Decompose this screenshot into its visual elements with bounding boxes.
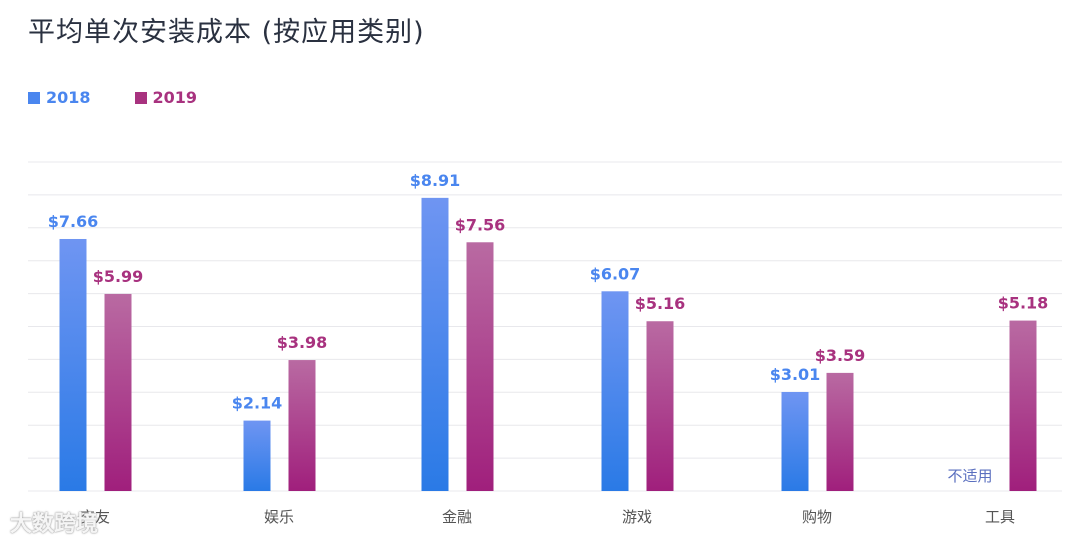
value-label-2018-3: $6.07	[590, 264, 641, 283]
bar-2019-1	[288, 360, 316, 491]
bar-2019-5	[1009, 320, 1037, 491]
legend-label-2018: 2018	[46, 88, 91, 107]
value-label-2019-5: $5.18	[998, 294, 1049, 313]
bar-2018-2	[421, 197, 449, 491]
x-tick-labels: 交友 娱乐 金融 游戏 购物 工具	[80, 508, 1015, 526]
watermark: 大数跨境	[10, 512, 99, 537]
legend: 2018 2019	[28, 88, 197, 107]
x-tick-label-5: 工具	[985, 508, 1015, 526]
legend-swatch-2019	[134, 91, 147, 104]
legend-item-2018: 2018	[28, 88, 91, 107]
bar-2019-0	[104, 293, 132, 491]
chart-title: 平均单次安装成本 (按应用类别)	[28, 17, 425, 48]
value-label-2018-2: $8.91	[410, 171, 461, 190]
grid-lines	[28, 161, 1062, 492]
legend-label-2019: 2019	[152, 88, 198, 107]
bar-2019-3	[646, 321, 674, 491]
bar-2018-4	[781, 391, 809, 491]
bar-2019-4	[826, 372, 854, 491]
value-label-2018-1: $2.14	[232, 394, 283, 413]
x-tick-label-1: 娱乐	[264, 508, 294, 526]
value-label-2018-4: $3.01	[770, 365, 821, 384]
bar-2018-3	[601, 291, 629, 491]
value-label-2019-1: $3.98	[277, 333, 328, 352]
bar-2019-2	[466, 242, 494, 491]
x-tick-label-3: 游戏	[622, 508, 652, 526]
legend-swatch-2018	[28, 91, 40, 104]
value-labels: $7.66 $5.99 $2.14 $3.98 $8.91 $7.56 $6.07 $5.16…	[48, 171, 1049, 485]
value-label-2018-0: $7.66	[48, 212, 99, 231]
value-label-2019-3: $5.16	[635, 294, 686, 313]
bar-2018-0	[59, 238, 87, 491]
annotation-0: 不适用	[947, 467, 992, 485]
bar-2018-1	[243, 420, 271, 491]
x-tick-label-0: 交友	[80, 508, 110, 526]
x-tick-label-4: 购物	[802, 508, 832, 526]
bars	[59, 197, 1037, 491]
value-label-2019-2: $7.56	[455, 215, 506, 234]
value-label-2019-0: $5.99	[93, 267, 144, 286]
value-label-2019-4: $3.59	[815, 346, 866, 365]
legend-item-2019: 2019	[134, 88, 198, 107]
x-tick-label-2: 金融	[442, 508, 472, 526]
